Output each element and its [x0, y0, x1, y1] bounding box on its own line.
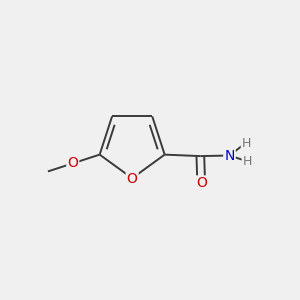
Text: O: O — [68, 156, 78, 170]
Text: N: N — [224, 148, 235, 163]
Text: H: H — [242, 136, 251, 149]
Text: H: H — [243, 155, 252, 168]
Text: O: O — [196, 176, 207, 190]
Text: O: O — [127, 172, 138, 186]
